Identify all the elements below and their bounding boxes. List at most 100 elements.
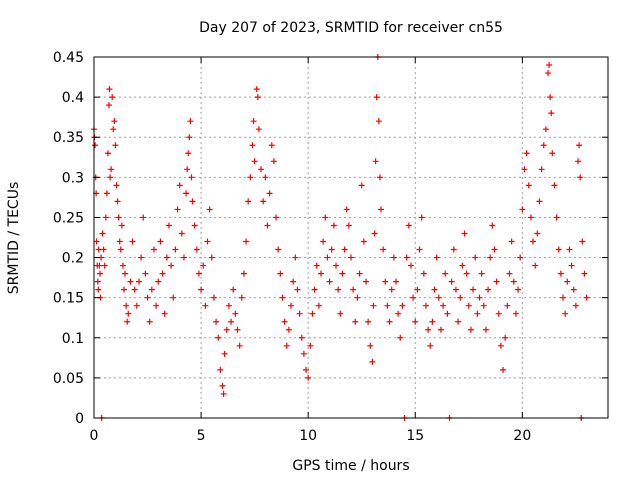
data-point [500,366,507,373]
data-point [250,118,257,125]
data-point [180,254,187,261]
data-point [292,254,299,261]
data-point [397,334,404,341]
data-point [372,158,379,165]
data-point [161,310,168,317]
data-point [576,142,583,149]
data-point [333,262,340,269]
data-point [102,214,109,221]
data-point [354,294,361,301]
data-point [437,326,444,333]
x-tick-label: 15 [406,428,424,444]
data-point [530,238,537,245]
data-point [262,174,269,181]
data-point [410,294,417,301]
data-point [412,318,419,325]
data-point [270,158,277,165]
data-point [497,342,504,349]
data-point [358,182,365,189]
data-point [577,174,584,181]
data-point [380,246,387,253]
data-point [324,254,331,261]
data-point [320,238,327,245]
data-point [373,94,380,101]
data-point [105,102,112,109]
data-point [371,230,378,237]
data-point [485,286,492,293]
data-point [570,286,577,293]
data-point [253,86,260,93]
data-point [425,326,432,333]
data-point [118,222,125,229]
data-point [95,286,102,293]
data-point [480,302,487,309]
data-point [392,278,399,285]
grid-lines [94,57,608,418]
data-point [313,262,320,269]
data-point [455,318,462,325]
data-point [204,238,211,245]
data-point [348,254,354,261]
data-point [356,270,363,277]
y-tick-label: 0.35 [53,130,84,146]
data-point [170,294,177,301]
data-point [311,286,318,293]
data-point [579,238,586,245]
data-point [187,118,194,125]
y-tick-label: 0.05 [53,371,84,387]
data-point [575,158,582,165]
data-point [120,286,127,293]
data-point [168,262,175,269]
data-point [517,254,524,261]
data-point [94,278,101,285]
plot-frame [93,56,609,419]
data-point [350,286,357,293]
data-point [463,270,470,277]
data-point [318,270,325,277]
data-point [103,190,110,197]
data-point [174,206,181,213]
data-point [217,366,224,373]
data-point [123,302,130,309]
data-point [114,198,121,205]
data-point [106,86,113,93]
data-point [405,222,412,229]
data-point [420,270,427,277]
data-point [367,342,374,349]
data-points [91,54,590,421]
data-point [127,278,134,285]
data-point [384,302,391,309]
data-point [296,310,303,317]
data-point [542,126,549,133]
data-point [512,310,519,317]
data-point [330,222,337,229]
data-point [489,222,496,229]
data-point [362,278,369,285]
data-point [228,318,235,325]
data-point [221,350,228,357]
x-tick-label: 20 [513,428,531,444]
data-point [375,118,382,125]
data-point [562,310,569,317]
data-point [210,294,217,301]
data-point [234,326,241,333]
data-point [117,246,124,253]
data-point [395,310,402,317]
data-point [225,302,232,309]
data-point [112,142,119,149]
data-point [510,278,517,285]
data-point [133,302,140,309]
data-point [131,286,138,293]
data-point [399,302,406,309]
data-point [140,214,147,221]
data-point [290,278,297,285]
data-point [493,278,500,285]
data-point [119,262,126,269]
data-point [236,342,243,349]
data-point [555,246,562,253]
data-point [305,374,312,381]
data-point [303,366,310,373]
data-point [352,318,359,325]
data-point [326,278,333,285]
